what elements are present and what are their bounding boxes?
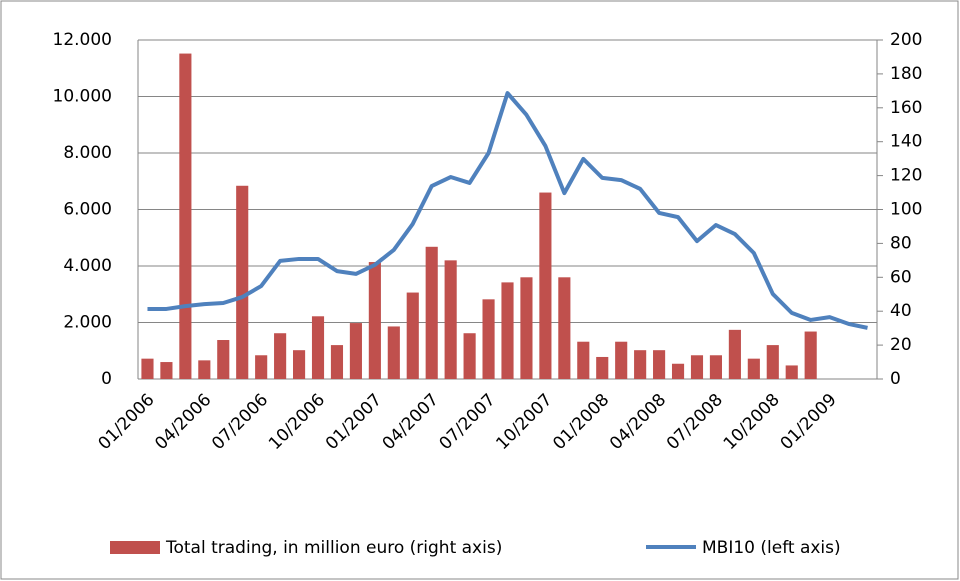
bar (311, 316, 325, 379)
legend-label: Total trading, in million euro (right ax… (165, 538, 502, 558)
line (147, 91, 868, 330)
bar (520, 277, 533, 379)
bar (463, 333, 476, 379)
y-tick-label: 10.000 (53, 87, 112, 107)
bar (747, 358, 760, 379)
y2-tick-label: 80 (890, 233, 912, 253)
bar (690, 355, 704, 379)
bar (274, 333, 287, 379)
y2-tick-label: 160 (890, 98, 922, 118)
bar (634, 350, 647, 379)
bar (349, 323, 362, 379)
bar (198, 360, 211, 379)
bar (539, 192, 552, 379)
y-tick-label: 0 (101, 369, 112, 389)
legend-label: MBI10 (left axis) (702, 538, 841, 558)
y2-tick-label: 40 (890, 301, 912, 321)
y2-tick-label: 200 (890, 30, 922, 50)
bar (293, 350, 306, 379)
y2-tick-label: 0 (890, 369, 901, 389)
bar (615, 341, 628, 379)
bar (653, 350, 666, 379)
bar (368, 262, 381, 379)
bar (501, 282, 514, 379)
y2-tick-label: 140 (890, 132, 922, 152)
bar (141, 358, 154, 379)
legend-swatch (110, 541, 160, 554)
bar (406, 292, 419, 379)
y2-tick-label: 20 (890, 335, 912, 355)
bar (785, 365, 798, 379)
bar (482, 299, 495, 379)
y-tick-label: 12.000 (53, 30, 112, 50)
bar (596, 356, 609, 379)
bar (671, 363, 685, 379)
y2-tick-label: 100 (890, 200, 922, 220)
y2-tick-label: 60 (890, 267, 912, 287)
bar (804, 331, 817, 379)
bar (179, 53, 192, 380)
bar (766, 345, 779, 379)
bar (558, 277, 571, 379)
bar (577, 341, 590, 379)
bar (728, 329, 741, 379)
bar (444, 260, 457, 379)
bar (387, 326, 400, 379)
bar (255, 355, 268, 379)
y-tick-label: 4.000 (63, 256, 112, 276)
bar (330, 345, 344, 379)
y2-tick-label: 120 (890, 166, 922, 186)
bar (425, 246, 438, 379)
bar (160, 362, 173, 379)
bar (217, 340, 230, 379)
y-tick-label: 8.000 (63, 143, 112, 163)
y-tick-label: 2.000 (63, 313, 112, 333)
bar (236, 185, 249, 379)
y-tick-label: 6.000 (63, 200, 112, 220)
bar (709, 355, 722, 379)
y2-tick-label: 180 (890, 64, 922, 84)
